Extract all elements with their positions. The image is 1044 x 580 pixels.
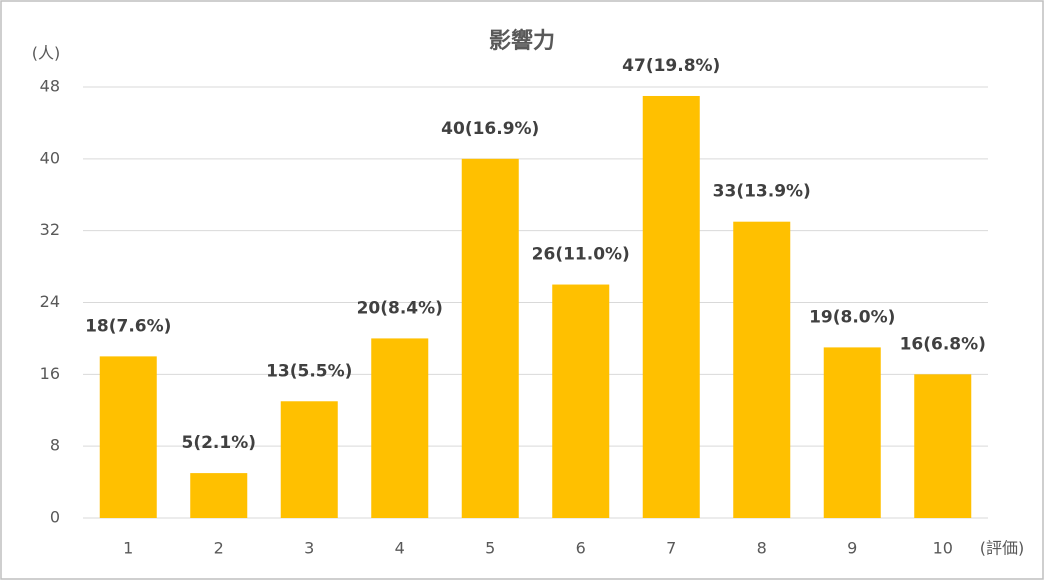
value-label: 40(16.9%): [441, 119, 539, 139]
y-tick-label: 48: [40, 77, 60, 96]
y-tick-label: 32: [40, 220, 60, 239]
value-label: 47(19.8%): [622, 56, 720, 76]
value-label: 18(7.6%): [85, 316, 171, 336]
y-tick-label: 0: [50, 508, 60, 527]
value-label: 33(13.9%): [713, 182, 811, 202]
bar: [823, 347, 881, 518]
x-tick-label: 7: [666, 539, 676, 558]
bar: [371, 338, 429, 518]
x-tick-label: 9: [847, 539, 857, 558]
bar: [461, 158, 519, 519]
value-label: 19(8.0%): [809, 307, 895, 327]
bar: [733, 221, 791, 518]
x-tick-label: 2: [214, 539, 224, 558]
x-tick-label: 5: [485, 539, 495, 558]
y-tick-label: 8: [50, 436, 60, 455]
x-tick-label: 3: [304, 539, 314, 558]
value-label: 13(5.5%): [266, 361, 352, 381]
chart-title: 影響力: [489, 28, 555, 54]
bar: [190, 473, 248, 518]
bar: [914, 374, 972, 518]
y-tick-label: 40: [40, 148, 60, 167]
x-axis-label: (評価): [980, 539, 1025, 558]
x-tick-label: 4: [395, 539, 405, 558]
value-label: 26(11.0%): [532, 245, 630, 265]
y-axis-label: (人): [32, 44, 61, 63]
y-tick-label: 16: [40, 364, 60, 383]
value-label: 20(8.4%): [357, 298, 443, 318]
x-tick-label: 10: [933, 539, 953, 558]
bar: [552, 284, 610, 518]
x-tick-label: 8: [757, 539, 767, 558]
bar: [642, 95, 700, 519]
value-label: 16(6.8%): [900, 334, 986, 354]
bar: [280, 401, 338, 518]
value-label: 5(2.1%): [181, 433, 256, 453]
bar: [99, 356, 157, 518]
x-tick-label: 6: [576, 539, 586, 558]
y-tick-label: 24: [40, 292, 60, 311]
x-tick-label: 1: [123, 539, 133, 558]
